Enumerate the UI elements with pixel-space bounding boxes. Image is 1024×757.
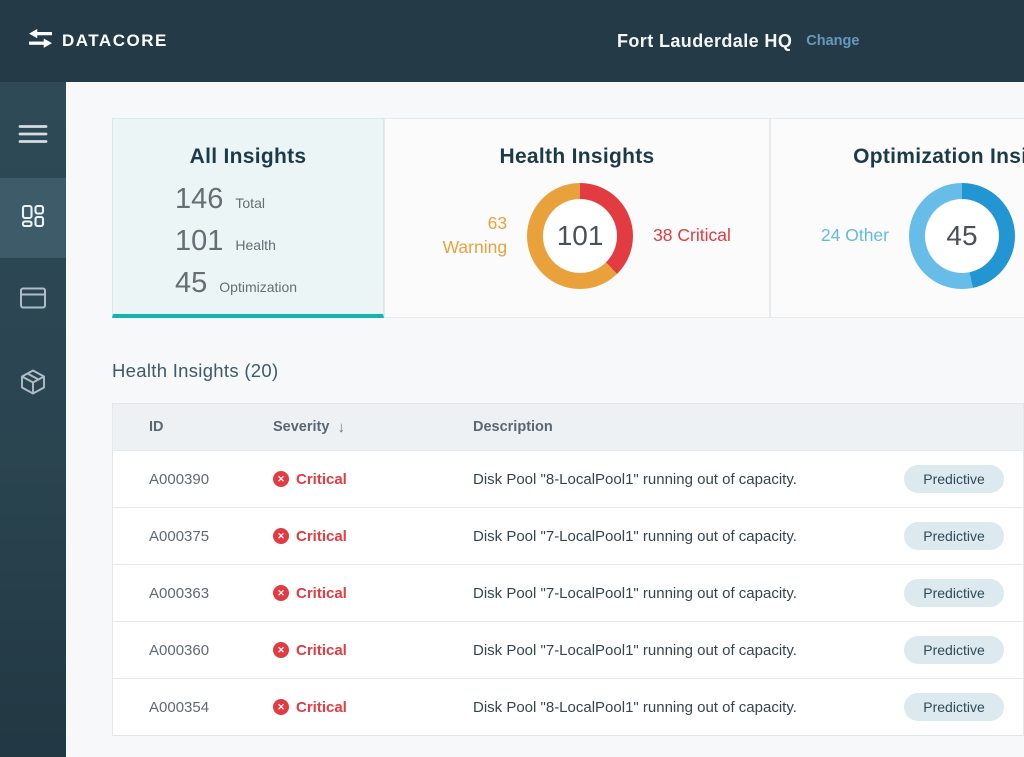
change-site-link[interactable]: Change xyxy=(806,33,860,49)
optimization-donut-total: 45 xyxy=(925,199,999,273)
row-description: Disk Pool "7-LocalPool1" running out of … xyxy=(473,584,797,602)
health-donut: 101 xyxy=(527,183,634,289)
stat-label: Total xyxy=(235,195,265,211)
severity-label: Critical xyxy=(296,698,347,716)
window-icon xyxy=(18,285,48,316)
table-row[interactable]: A000375 ✕ Critical Disk Pool "7-LocalPoo… xyxy=(113,507,1023,564)
table-row[interactable]: A000354 ✕ Critical Disk Pool "8-LocalPoo… xyxy=(113,678,1023,735)
row-badge-cell: Predictive xyxy=(904,693,1023,721)
sort-desc-icon[interactable]: ↓ xyxy=(337,418,345,436)
warning-legend: 63 Warning xyxy=(423,212,508,259)
row-description: Disk Pool "7-LocalPool1" running out of … xyxy=(473,527,797,545)
site-selector: Fort Lauderdale HQ Change xyxy=(617,0,859,82)
other-value: 24 xyxy=(820,225,841,246)
card-optimization-insights[interactable]: Optimization Insights 24 Other 45 21 Pre… xyxy=(770,118,1024,318)
row-severity: ✕ Critical xyxy=(273,642,473,659)
row-badge-cell: Predictive xyxy=(904,636,1023,664)
optimization-donut-chart: 24 Other 45 21 Predictive xyxy=(771,183,1024,289)
stat-value: 45 xyxy=(175,267,208,299)
card-title: Health Insights xyxy=(499,145,655,168)
datacore-logo-icon xyxy=(28,28,53,54)
optimization-donut: 45 xyxy=(909,183,1015,289)
row-severity: ✕ Critical xyxy=(273,528,473,545)
critical-label: Critical xyxy=(677,225,731,246)
predictive-badge: Predictive xyxy=(904,693,1004,721)
app-header: DATACORE Fort Lauderdale HQ Change xyxy=(0,0,1024,82)
stat-label: Optimization xyxy=(219,279,298,295)
card-all-insights[interactable]: All Insights 146 Total 101 Health 45 Opt… xyxy=(112,118,384,318)
severity-label: Critical xyxy=(296,641,347,659)
table-row[interactable]: A000360 ✕ Critical Disk Pool "7-LocalPoo… xyxy=(113,621,1023,678)
severity-label: Critical xyxy=(296,584,347,602)
row-id: A000363 xyxy=(149,584,210,602)
sidebar-item-servers[interactable] xyxy=(0,270,66,330)
card-health-insights[interactable]: Health Insights 63 Warning 101 38 Critic… xyxy=(384,118,770,318)
column-header-severity[interactable]: Severity ↓ xyxy=(273,419,473,436)
brand-logo[interactable]: DATACORE xyxy=(28,0,168,82)
predictive-badge: Predictive xyxy=(904,579,1004,607)
critical-icon: ✕ xyxy=(273,528,289,544)
other-legend: 24 Other xyxy=(805,224,889,248)
warning-label: Warning xyxy=(442,237,508,257)
health-donut-chart: 63 Warning 101 38 Critical xyxy=(385,183,769,289)
warning-value: 63 xyxy=(487,213,508,234)
stat-label: Health xyxy=(235,237,276,253)
package-icon xyxy=(18,367,48,402)
sidebar-item-menu[interactable] xyxy=(0,106,66,166)
stat-health: 101 Health xyxy=(175,225,383,258)
column-header-description[interactable]: Description xyxy=(473,419,553,435)
other-label: Other xyxy=(845,225,889,246)
column-header-id[interactable]: ID xyxy=(149,419,164,435)
table-header: ID Severity ↓ Description xyxy=(113,404,1023,450)
row-description: Disk Pool "8-LocalPool1" running out of … xyxy=(473,470,797,488)
row-id: A000354 xyxy=(149,698,210,716)
brand-name: DATACORE xyxy=(62,31,168,50)
critical-legend: 38 Critical xyxy=(653,224,731,248)
dashboard-icon xyxy=(19,202,47,235)
predictive-badge: Predictive xyxy=(904,522,1004,550)
site-name: Fort Lauderdale HQ xyxy=(617,30,793,51)
critical-icon: ✕ xyxy=(273,585,289,601)
section-title: Health Insights (20) xyxy=(112,360,279,381)
sidebar-nav xyxy=(0,82,66,757)
hamburger-icon xyxy=(17,121,49,152)
row-id: A000390 xyxy=(149,470,210,488)
health-insights-table: ID Severity ↓ Description A000390 ✕ Crit… xyxy=(112,403,1024,736)
predictive-badge: Predictive xyxy=(904,465,1004,493)
row-severity: ✕ Critical xyxy=(273,699,473,716)
stat-optimization: 45 Optimization xyxy=(175,267,383,300)
critical-icon: ✕ xyxy=(273,642,289,658)
sidebar-item-packages[interactable] xyxy=(0,354,66,414)
row-badge-cell: Predictive xyxy=(904,579,1023,607)
all-insights-stats: 146 Total 101 Health 45 Optimization xyxy=(175,183,383,300)
severity-label: Critical xyxy=(296,470,347,488)
row-badge-cell: Predictive xyxy=(904,522,1023,550)
critical-icon: ✕ xyxy=(273,699,289,715)
stat-total: 146 Total xyxy=(175,183,383,216)
critical-value: 38 xyxy=(653,225,673,246)
predictive-badge: Predictive xyxy=(904,636,1004,664)
critical-icon: ✕ xyxy=(273,471,289,487)
column-header-label: Severity xyxy=(273,419,330,435)
card-title: All Insights xyxy=(189,145,307,168)
row-id: A000360 xyxy=(149,641,210,659)
sidebar-item-dashboard[interactable] xyxy=(0,178,66,258)
row-description: Disk Pool "8-LocalPool1" running out of … xyxy=(473,698,797,716)
stat-value: 101 xyxy=(175,225,224,257)
stat-value: 146 xyxy=(175,183,224,215)
table-row[interactable]: A000363 ✕ Critical Disk Pool "7-LocalPoo… xyxy=(113,564,1023,621)
health-donut-total: 101 xyxy=(543,199,618,273)
severity-label: Critical xyxy=(296,527,347,545)
row-description: Disk Pool "7-LocalPool1" running out of … xyxy=(473,641,797,659)
row-severity: ✕ Critical xyxy=(273,471,473,488)
row-severity: ✕ Critical xyxy=(273,585,473,602)
table-row[interactable]: A000390 ✕ Critical Disk Pool "8-LocalPoo… xyxy=(113,450,1023,507)
row-id: A000375 xyxy=(149,527,210,545)
row-badge-cell: Predictive xyxy=(904,465,1023,493)
card-title: Optimization Insights xyxy=(853,145,1024,168)
